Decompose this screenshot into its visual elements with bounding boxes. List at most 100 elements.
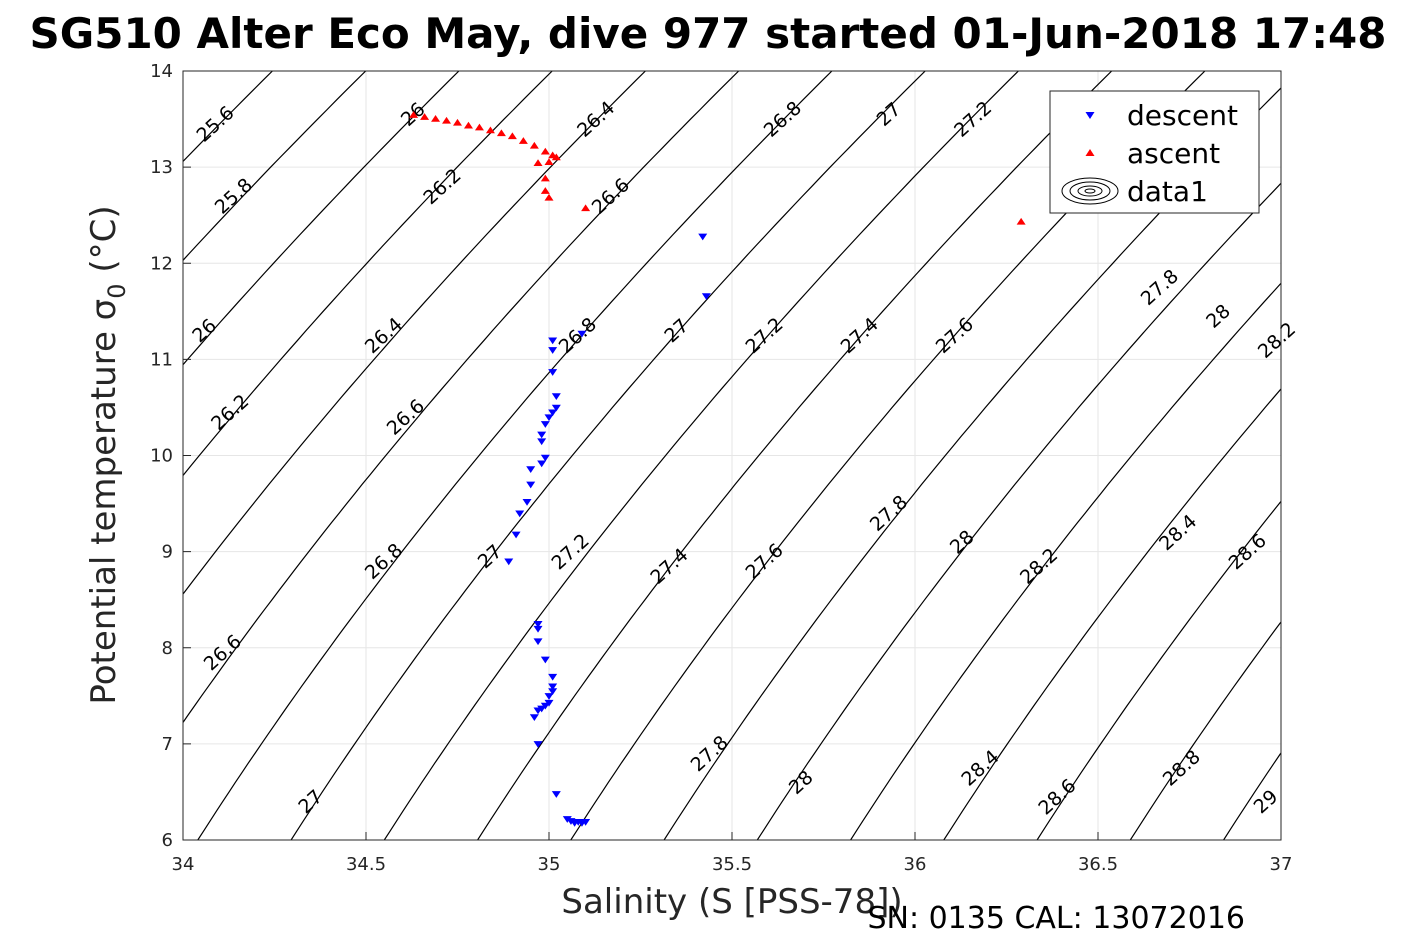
contour-line-26-6 [183,71,740,724]
ascent-point [540,147,550,155]
legend-contour-ring [1084,188,1096,194]
data-series [409,111,1026,827]
contour-line-28-2 [849,282,1281,840]
ascent-point [463,121,473,129]
legend-contour-ring [1069,181,1111,201]
x-tick-label: 37 [1270,854,1293,875]
series-ascent [409,111,1026,225]
contour-line-26 [183,71,460,366]
ascent-point [518,137,528,144]
descent-point [533,707,543,715]
x-tick-label: 36 [904,854,927,875]
contour-line-28-4 [943,387,1281,840]
contour-line-26-8 [197,71,833,840]
descent-point [548,347,558,354]
descent-point [548,688,558,696]
descent-point [540,656,550,664]
x-axis-label: Salinity (S [PSS-78]) [561,882,902,922]
ascent-point [420,113,430,120]
legend-item-ascent: ascent [1085,137,1220,170]
descent-point [562,816,572,823]
descent-point [544,693,554,700]
descent-point [526,481,536,489]
descent-point [515,510,525,518]
contour-line-25-8 [183,71,367,262]
descent-point [548,683,558,691]
y-tick-label: 7 [162,734,173,755]
y-axis-label-unit: (°C) [84,205,124,283]
descent-point [548,409,558,417]
y-tick-label: 13 [150,157,173,178]
legend-marker-ascent [1085,149,1095,156]
descent-point [537,460,547,468]
ascent-point [529,141,539,149]
descent-point [537,438,547,446]
descent-point [533,621,543,628]
legend-marker-descent [1085,112,1095,119]
y-axis-label-symbol: σ [84,299,124,321]
contour-line-26-2 [183,71,554,477]
descent-point [533,625,543,633]
legend-label: ascent [1127,137,1220,170]
descent-point [551,393,561,400]
contour-line-27-4 [476,71,1113,840]
ascent-point [496,129,506,137]
x-tick-label: 36.5 [1078,854,1118,875]
y-axis-label: Potential temperature σ0 (°C) [84,205,131,704]
ascent-point [1016,217,1026,225]
ascent-point [409,111,419,118]
descent-point [698,233,708,241]
descent-point [526,466,536,474]
descent-point [548,673,558,681]
contour-line-27 [290,71,927,840]
x-tick-label: 34 [172,854,195,875]
x-tick-label: 34.5 [346,854,386,875]
ascent-point [540,187,550,194]
y-tick-label: 6 [162,830,173,851]
contour-line-28-6 [1036,500,1281,840]
legend-label: data1 [1127,175,1208,208]
descent-point [544,414,554,422]
ascent-point [474,123,484,131]
ascent-point [453,118,462,126]
descent-point [548,337,558,345]
contour-line-28 [756,182,1281,840]
descent-point [511,531,521,539]
descent-point [537,705,547,713]
descent-point [533,741,543,748]
legend-item-descent: descent [1085,99,1238,132]
x-axis-ticks: 34 34.5 35 35.5 36 36.5 37 [172,832,1293,875]
descent-point [566,818,576,825]
y-tick-label: 10 [150,446,173,467]
y-axis-ticks: 6 7 8 9 10 11 12 13 14 [150,61,191,851]
y-axis-label-main: Potential temperature [84,320,124,704]
descent-point [551,404,561,412]
contour-line-27-2 [383,71,1020,840]
descent-point [504,558,514,566]
descent-point [540,454,550,462]
descent-point [537,431,547,439]
ascent-point [581,204,591,212]
series-descent [504,233,711,827]
legend-contour-ring [1061,177,1119,205]
y-axis-label-subscript: 0 [103,283,131,298]
contour-line-26-4 [183,71,647,596]
descent-point [548,369,558,376]
descent-point [533,638,543,646]
ascent-point [485,126,495,134]
legend-contour-ring [1077,185,1103,197]
y-tick-label: 8 [162,638,173,659]
ascent-point [551,153,561,161]
ascent-point [533,159,543,166]
density-contours [183,71,1281,840]
descent-point [522,498,532,506]
descent-point [551,791,561,798]
y-tick-label: 9 [162,542,173,563]
legend: descent ascent data1 [1049,90,1260,214]
legend-label: descent [1127,99,1238,132]
descent-point [577,330,587,338]
descent-point [529,714,539,722]
descent-point [701,293,711,300]
ascent-point [540,174,550,182]
